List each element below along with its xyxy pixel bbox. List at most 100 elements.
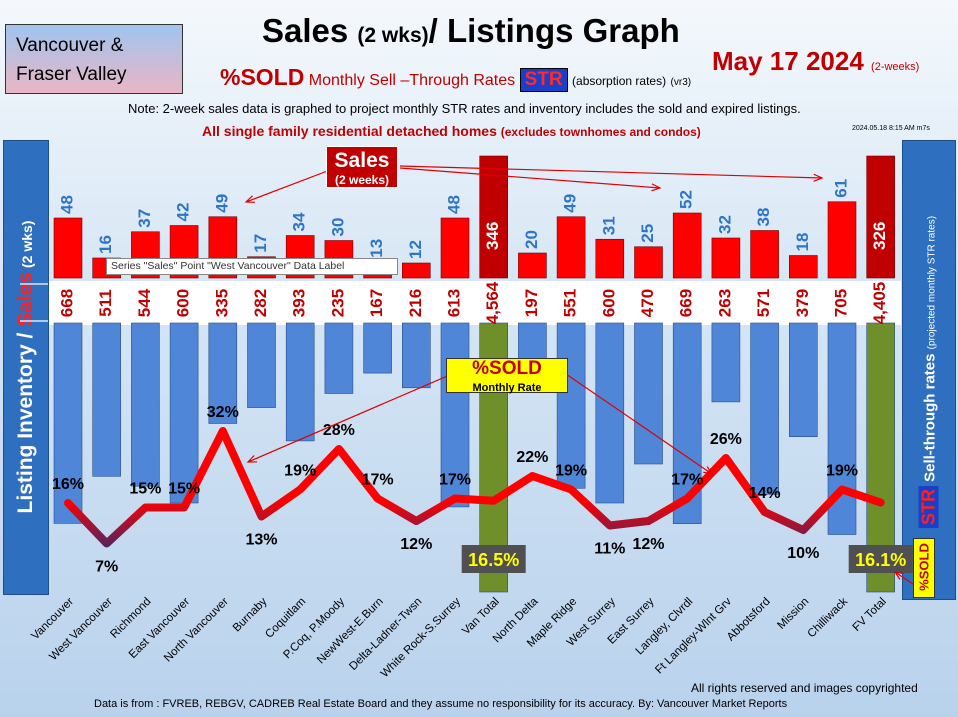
inventory-value-label: 393 (290, 289, 309, 317)
str-value-label: 17% (439, 472, 471, 489)
inventory-value-label: 4,405 (870, 282, 889, 325)
sales-bar (672, 212, 702, 279)
sold-callout-sub: Monthly Rate (472, 382, 542, 394)
timestamp: 2024.05.18 8:15 AM m7s (852, 125, 930, 132)
inventory-bar (401, 322, 431, 389)
inventory-value-label: 235 (328, 289, 347, 317)
callout-arrowhead (703, 466, 714, 475)
sales-bar (827, 201, 857, 279)
note2: All single family residential detached h… (202, 123, 701, 139)
str-value-label: 14% (749, 485, 781, 502)
category-label: NewWest-E.Burn (315, 596, 386, 667)
category-label: Delta-Ladner-Twsn (347, 596, 424, 673)
inventory-bar (53, 322, 83, 524)
str-value-label: 19% (284, 463, 316, 480)
str-value-label: 19% (555, 463, 587, 480)
sales-value-label: 30 (328, 218, 347, 237)
sales-callout-title: Sales (334, 149, 390, 172)
sales-value-label: 31 (599, 216, 618, 235)
inventory-bar (440, 322, 470, 508)
inventory-bar (750, 322, 779, 495)
sales-value-label: 12 (406, 240, 425, 259)
callout-arrowhead (893, 571, 904, 580)
total-str-label: 16.5% (468, 550, 519, 570)
sales-bar (401, 262, 431, 279)
sales-value-label: 34 (290, 212, 309, 231)
callout-arrow (399, 165, 823, 179)
total-str-label: 16.1% (855, 550, 906, 570)
sales-value-label: 42 (174, 203, 193, 222)
sales-value-label: 20 (522, 230, 541, 249)
sales-callout-sub: (2 weeks) (334, 173, 390, 187)
sales-value-label: 61 (831, 179, 850, 198)
str-value-label: 13% (245, 532, 277, 549)
inventory-value-label: 669 (677, 289, 696, 317)
sales-bar (595, 238, 625, 279)
inventory-value-label: 705 (831, 289, 850, 317)
str-value-label: 28% (323, 422, 355, 439)
callout-arrow (247, 373, 453, 463)
inventory-bar (247, 322, 276, 408)
inventory-value-label: 282 (251, 289, 270, 317)
inventory-value-label: 197 (522, 289, 541, 317)
sales-value-label: 38 (754, 208, 773, 227)
sales-bar (750, 230, 779, 279)
inventory-value-label: 571 (754, 289, 773, 317)
str-value-label: 12% (400, 536, 432, 553)
inventory-value-label: 544 (135, 288, 154, 317)
inventory-value-label: 4,564 (483, 281, 502, 324)
inventory-value-label: 167 (367, 289, 386, 317)
sales-bar (634, 246, 663, 279)
inventory-bar (595, 322, 625, 504)
category-label: Mission (775, 596, 811, 632)
chart-title: Sales (2 wks)/ Listings Graph (262, 12, 680, 50)
str-value-label: 15% (129, 481, 161, 498)
total-str-box (848, 545, 913, 573)
left-axis-panel (3, 140, 49, 595)
inventory-value-label: 263 (715, 289, 734, 317)
title-main: Sales (262, 12, 349, 49)
version-label: (vr3) (670, 77, 692, 88)
sales-value-label: 48 (57, 195, 76, 214)
inventory-label-band (49, 281, 901, 325)
date-text: May 17 2024 (712, 46, 864, 76)
inventory-value-label: 668 (57, 289, 76, 317)
str-value-label: 15% (168, 481, 200, 498)
inventory-bar (208, 322, 238, 424)
sales-value-label: 37 (135, 209, 154, 228)
inventory-value-label: 379 (793, 289, 812, 317)
note-text: Note: 2-week sales data is graphed to pr… (128, 101, 801, 116)
category-label: FV Total (851, 596, 889, 634)
sales-bar (711, 237, 741, 279)
sold-label: %SOLD (220, 64, 305, 90)
absorption-label: (absorption rates) (572, 74, 667, 88)
inventory-bar (634, 322, 663, 465)
note2-main: All single family residential detached h… (202, 123, 497, 139)
inventory-value-label: 216 (406, 289, 425, 317)
sales-value-label: 25 (638, 224, 657, 243)
inventory-bar (711, 322, 741, 403)
sales-value-label: 32 (715, 215, 734, 234)
title-small: (2 wks) (357, 24, 429, 47)
sales-bar (866, 155, 896, 279)
callout-arrowhead (651, 183, 662, 192)
callout-arrowhead (813, 173, 824, 182)
inventory-bar (556, 322, 586, 489)
callout-arrowhead (244, 195, 256, 203)
inventory-value-label: 613 (444, 289, 463, 317)
data-label-tooltip: Series "Sales" Point "West Vancouver" Da… (106, 258, 398, 275)
category-label: White Rock-S.Surrey (379, 595, 464, 680)
sales-value-label: 49 (212, 194, 231, 213)
sales-value-label: 49 (561, 194, 580, 213)
inventory-bar (363, 322, 392, 374)
str-value-label: 7% (95, 559, 118, 576)
str-value-label: 17% (671, 472, 703, 489)
report-date: May 17 2024 (2-weeks) (712, 46, 919, 77)
str-value-label: 17% (362, 472, 394, 489)
inventory-bar (285, 322, 315, 442)
date-note: (2-weeks) (871, 61, 920, 73)
callout-arrow (245, 169, 331, 203)
region-line2: Fraser Valley (16, 64, 127, 85)
inventory-value-label: 335 (212, 289, 231, 317)
category-label: Burnaby (231, 595, 270, 634)
